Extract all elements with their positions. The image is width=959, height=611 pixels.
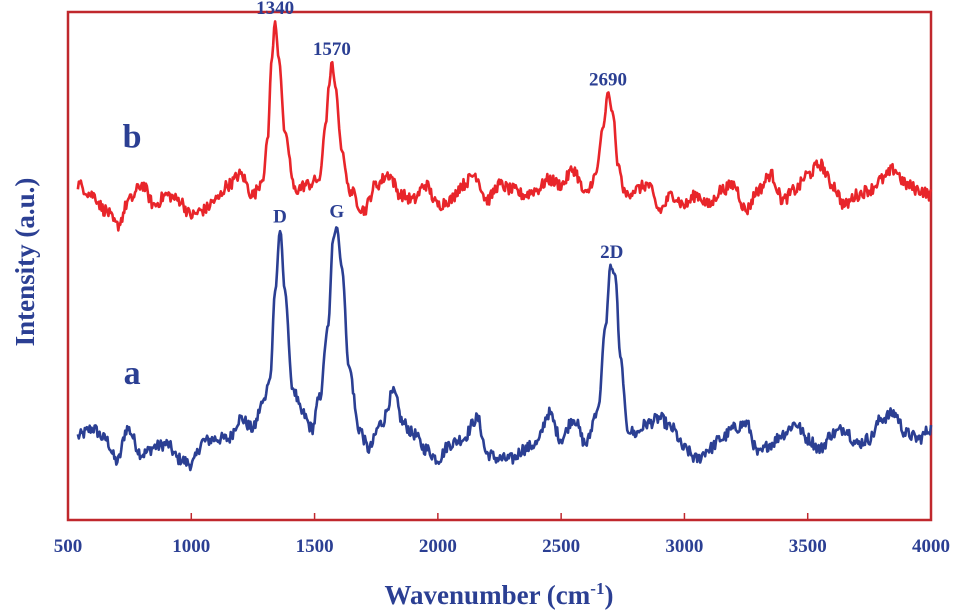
- series-b-line: [76, 20, 933, 232]
- x-tick-marks: [67, 513, 932, 520]
- x-tick-label: 500: [54, 536, 83, 557]
- series-b-label: b: [123, 119, 142, 156]
- annotations-layer: a D G 2D b 1340 1570 2690: [123, 0, 627, 392]
- series-a-line: [76, 226, 933, 472]
- x-tick-label: 2000: [419, 536, 457, 557]
- series-layer: [76, 20, 933, 472]
- x-tick-labels: 500 1000 1500 2000 2500 3000 3500 4000: [54, 536, 950, 557]
- x-tick-label: 1500: [296, 536, 334, 557]
- x-tick-label: 2500: [542, 536, 580, 557]
- x-tick-label: 3000: [665, 536, 703, 557]
- peak-label: G: [329, 201, 344, 222]
- x-tick-label: 3500: [789, 536, 827, 557]
- peak-label: 1340: [256, 0, 294, 19]
- peak-label: 2690: [589, 69, 627, 90]
- series-a-label: a: [124, 355, 141, 392]
- plot-frame: [66, 10, 933, 522]
- y-axis-title: Intensity (a.u.): [10, 178, 40, 347]
- x-tick-label: 4000: [912, 536, 950, 557]
- x-axis-title: Wavenumber (cm-1): [385, 579, 614, 610]
- peak-label: 1570: [313, 39, 351, 60]
- x-tick-label: 1000: [172, 536, 210, 557]
- peak-label: 2D: [600, 242, 623, 263]
- peak-label: D: [273, 206, 287, 227]
